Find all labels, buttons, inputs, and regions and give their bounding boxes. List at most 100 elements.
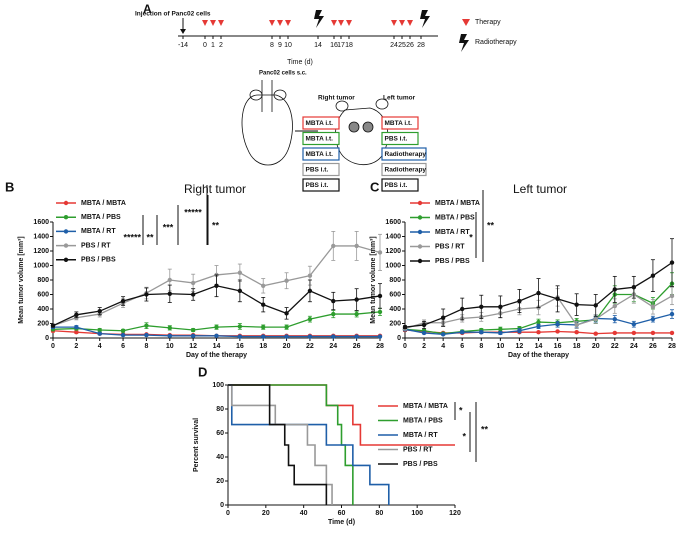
point (331, 311, 336, 317)
y-tick-label: 200 (37, 320, 49, 327)
point (460, 330, 465, 335)
radiotherapy-icon (420, 10, 430, 28)
legend-marker (417, 244, 423, 249)
therapy-icon (277, 20, 283, 26)
point (593, 331, 598, 336)
y-tick-label: 1600 (33, 219, 49, 226)
x-tick-label: 4 (441, 343, 445, 350)
timeline-label: 8 (270, 42, 274, 49)
timeline-label: 16 (330, 42, 338, 49)
treatment-label: MBTA i.t. (306, 151, 334, 158)
point (284, 334, 289, 339)
point (555, 322, 560, 327)
point (190, 292, 196, 297)
x-tick-label: 40 (300, 510, 308, 517)
series-line (228, 384, 390, 505)
therapy-icon (407, 20, 413, 26)
point (498, 304, 503, 310)
axis-label: Time (d) (287, 59, 313, 66)
timeline-label: 25 (398, 42, 406, 49)
y-tick-label: 800 (37, 277, 49, 284)
point (214, 324, 219, 330)
legend-label: PBS / PBS (435, 258, 470, 265)
point (631, 330, 637, 336)
legend-label: Therapy (475, 19, 501, 26)
x-tick-label: 12 (516, 343, 524, 350)
therapy-icon (338, 20, 344, 26)
y-tick-label: 400 (37, 306, 49, 313)
point (190, 280, 196, 286)
treatment-box (302, 131, 340, 146)
point (669, 330, 675, 336)
x-tick-label: 18 (259, 343, 267, 350)
point (144, 292, 149, 297)
legend-label: MBTA / RT (435, 229, 470, 236)
point (574, 322, 579, 328)
point (377, 309, 383, 315)
x-tick-label: 120 (449, 510, 461, 517)
mouse (335, 98, 389, 166)
legend-label: Radiotherapy (475, 39, 517, 46)
point (167, 277, 172, 283)
point (190, 327, 196, 333)
y-tick-label: 0 (397, 335, 401, 342)
x-tick-label: 6 (121, 343, 125, 350)
legend-label: MBTA / MBTA (81, 200, 126, 207)
point (517, 298, 522, 304)
point (574, 330, 579, 335)
point (354, 243, 359, 249)
y-tick-label: 1200 (385, 248, 401, 255)
timeline-label: 14 (314, 42, 322, 49)
x-tick-label: 80 (375, 510, 383, 517)
x-tick-label: 22 (611, 343, 619, 350)
significance-label: ** (146, 232, 154, 242)
x-tick-label: 16 (554, 343, 562, 350)
panel-letter: B (5, 179, 14, 194)
point (593, 316, 598, 322)
legend-marker (63, 243, 69, 248)
point (377, 334, 383, 339)
panel-letter: C (370, 179, 380, 194)
x-tick-label: 22 (306, 343, 314, 350)
timeline-label: 2 (219, 42, 223, 49)
treatment-box (302, 178, 340, 192)
timeline-label: 26 (406, 42, 414, 49)
point (555, 296, 560, 302)
x-axis-label: Day of the therapy (186, 352, 247, 359)
point (498, 330, 503, 336)
point (536, 324, 541, 329)
x-tick-label: 12 (189, 343, 197, 350)
point (631, 285, 637, 290)
point (612, 330, 617, 336)
point (120, 298, 126, 304)
x-tick-label: 4 (98, 343, 102, 350)
y-tick-label: 600 (389, 291, 401, 298)
point (377, 250, 383, 255)
point (650, 330, 656, 336)
significance-label: ** (212, 220, 220, 230)
point (237, 324, 243, 329)
point (284, 311, 289, 316)
y-tick-label: 1000 (385, 262, 401, 269)
treatment-box (381, 162, 427, 177)
x-tick-label: 28 (376, 343, 384, 350)
x-tick-label: 60 (338, 510, 346, 517)
timeline-label: 28 (417, 42, 425, 49)
point (144, 332, 149, 338)
x-tick-label: 16 (236, 343, 244, 350)
x-tick-label: 20 (262, 510, 270, 517)
point (120, 332, 126, 338)
point (612, 303, 617, 309)
series-line (228, 384, 354, 505)
x-axis-label: Time (d) (328, 519, 355, 526)
therapy-icon (399, 20, 405, 26)
legend-marker (417, 215, 423, 220)
therapy-icon (391, 20, 397, 26)
point (307, 273, 313, 278)
timeline-label: -14 (178, 42, 188, 49)
left-tumor-label: Left tumor (383, 95, 416, 102)
point (214, 333, 219, 339)
point (167, 333, 172, 339)
